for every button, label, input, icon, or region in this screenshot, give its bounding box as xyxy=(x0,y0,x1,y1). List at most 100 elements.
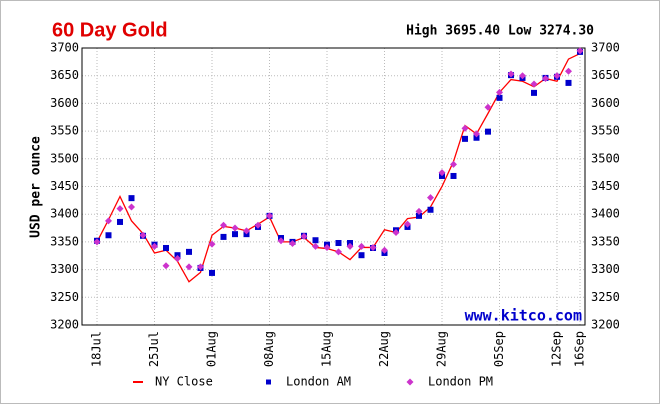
point xyxy=(105,217,112,225)
point xyxy=(484,103,492,111)
point xyxy=(185,263,193,271)
point xyxy=(93,238,101,246)
y-tick-label-right: 3400 xyxy=(591,207,620,221)
y-tick-label-right: 3600 xyxy=(591,96,620,110)
y-axis-label: USD per ounce xyxy=(29,136,44,238)
point xyxy=(496,94,503,101)
point xyxy=(565,67,572,75)
x-tick-label: 01Aug xyxy=(205,331,219,367)
point xyxy=(358,242,365,250)
point xyxy=(565,79,572,86)
point xyxy=(139,231,147,239)
y-tick-label-right: 3500 xyxy=(591,151,620,165)
point xyxy=(496,88,503,96)
point xyxy=(531,89,537,96)
point xyxy=(163,244,169,251)
plot-border xyxy=(81,47,586,326)
x-tick-label: 12Sep xyxy=(550,331,564,367)
y-tick-label-right: 3450 xyxy=(591,179,620,193)
legend-label: London PM xyxy=(428,375,493,389)
point xyxy=(369,243,377,251)
x-tick-label: 18Jul xyxy=(90,331,104,367)
point xyxy=(277,237,285,245)
y-tick-label: 3250 xyxy=(50,290,79,304)
point xyxy=(542,74,549,82)
y-tick-label-right: 3250 xyxy=(591,290,620,304)
point xyxy=(530,80,538,88)
point xyxy=(231,224,239,232)
y-tick-label-right: 3300 xyxy=(591,262,620,276)
y-tick-label: 3650 xyxy=(50,68,79,82)
point xyxy=(461,124,469,132)
point xyxy=(519,72,526,80)
point xyxy=(128,195,135,202)
point xyxy=(462,135,468,142)
y-tick-label: 3450 xyxy=(50,179,79,193)
legend-swatch xyxy=(406,378,414,386)
x-tick-label: 15Aug xyxy=(320,331,334,367)
y-tick-label-right: 3200 xyxy=(591,318,620,332)
legend-swatch xyxy=(266,379,271,385)
y-tick-label: 3200 xyxy=(50,318,79,332)
point xyxy=(312,237,319,244)
point xyxy=(209,269,215,276)
point xyxy=(438,169,446,177)
x-tick-label: 22Aug xyxy=(377,331,391,367)
point xyxy=(553,72,561,80)
point xyxy=(381,246,388,254)
point xyxy=(576,47,584,55)
point xyxy=(197,263,204,271)
x-tick-label: 25Jul xyxy=(147,331,161,367)
x-tick-label: 16Sep xyxy=(573,331,587,367)
y-tick-label-right: 3550 xyxy=(591,124,620,138)
y-tick-label-right: 3650 xyxy=(591,68,620,82)
point xyxy=(392,228,400,236)
point xyxy=(243,227,250,235)
y-tick-label: 3500 xyxy=(50,151,79,165)
y-tick-label: 3300 xyxy=(50,262,79,276)
point xyxy=(208,240,216,248)
point xyxy=(450,172,457,179)
x-tick-label: 08Aug xyxy=(262,331,276,367)
point xyxy=(335,240,342,247)
x-tick-label: 05Sep xyxy=(492,331,506,367)
point xyxy=(220,233,227,240)
point xyxy=(105,232,112,239)
point xyxy=(427,206,434,213)
point xyxy=(346,242,354,250)
chart-title: 60 Day Gold xyxy=(52,19,168,41)
point xyxy=(232,231,238,238)
point xyxy=(415,207,423,215)
point xyxy=(117,218,123,225)
point xyxy=(312,242,319,250)
point xyxy=(266,212,273,220)
point xyxy=(335,248,342,256)
point xyxy=(323,243,331,251)
point xyxy=(174,255,181,263)
y-tick-label: 3600 xyxy=(50,96,79,110)
point xyxy=(300,232,308,240)
point xyxy=(162,262,170,270)
y-tick-label: 3700 xyxy=(50,41,79,55)
point xyxy=(289,240,296,248)
y-tick-label-right: 3700 xyxy=(591,41,620,55)
point xyxy=(116,205,124,213)
y-tick-label: 3400 xyxy=(50,207,79,221)
y-tick-label: 3550 xyxy=(50,124,79,138)
point xyxy=(473,130,480,138)
point xyxy=(128,203,135,211)
point xyxy=(358,252,365,259)
legend-label: London AM xyxy=(286,375,351,389)
subtitle: High 3695.40 Low 3274.30 xyxy=(406,24,594,39)
y-tick-label: 3350 xyxy=(50,234,79,248)
point xyxy=(151,242,158,250)
point xyxy=(473,134,480,141)
watermark: www.kitco.com xyxy=(465,307,582,325)
y-tick-label-right: 3350 xyxy=(591,234,620,248)
point xyxy=(220,221,227,229)
point xyxy=(404,220,411,228)
point xyxy=(254,221,262,229)
point xyxy=(416,212,422,219)
